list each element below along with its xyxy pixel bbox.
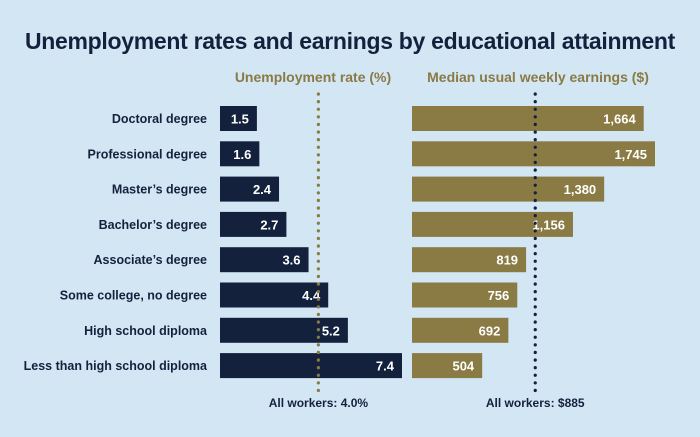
unemployment-bar xyxy=(220,141,260,167)
earnings-reference-label: All workers: $885 xyxy=(486,396,585,410)
earnings-bar xyxy=(412,176,605,202)
unemployment-reference-label: All workers: 4.0% xyxy=(269,396,369,410)
earnings-bar xyxy=(412,247,527,273)
earnings-value-label: 1,745 xyxy=(614,147,647,162)
unemployment-value-label: 3.6 xyxy=(282,253,300,268)
category-label: Some college, no degree xyxy=(60,289,207,303)
unemployment-bar xyxy=(220,211,287,237)
unemployment-value-label: 7.4 xyxy=(376,359,395,374)
unemployment-value-label: 1.6 xyxy=(233,147,251,162)
unemployment-value-label: 2.4 xyxy=(253,182,272,197)
category-label: High school diploma xyxy=(84,324,208,338)
earnings-bar xyxy=(412,353,483,379)
unemployment-bar xyxy=(220,106,257,131)
unemployment-bar xyxy=(220,353,402,379)
chart-title: Unemployment rates and earnings by educa… xyxy=(24,28,676,54)
earnings-bar xyxy=(412,317,509,343)
earnings-bar xyxy=(412,106,644,131)
category-label: Professional degree xyxy=(88,147,208,161)
earnings-bar xyxy=(412,211,573,237)
unemployment-header: Unemployment rate (%) xyxy=(235,69,391,85)
category-label: Associate’s degree xyxy=(94,253,208,267)
unemployment-bar xyxy=(220,176,280,202)
category-label: Less than high school diploma xyxy=(24,359,208,373)
earnings-header: Median usual weekly earnings ($) xyxy=(427,69,649,85)
earnings-bar xyxy=(412,141,655,167)
category-label: Bachelor’s degree xyxy=(99,218,207,232)
category-label: Doctoral degree xyxy=(112,112,207,126)
earnings-value-label: 1,664 xyxy=(603,112,636,127)
category-label: Master’s degree xyxy=(112,183,207,197)
unemployment-value-label: 5.2 xyxy=(322,323,340,338)
earnings-value-label: 504 xyxy=(452,359,474,374)
unemployment-bar xyxy=(220,317,348,343)
unemployment-value-label: 4.4 xyxy=(302,288,321,303)
unemployment-value-label: 2.7 xyxy=(260,217,278,232)
earnings-value-label: 756 xyxy=(488,288,510,303)
earnings-bar xyxy=(412,282,518,308)
earnings-value-label: 1,380 xyxy=(564,182,597,197)
earnings-value-label: 692 xyxy=(479,323,501,338)
unemployment-value-label: 1.5 xyxy=(231,112,249,127)
earnings-value-label: 819 xyxy=(496,253,518,268)
unemployment-bar xyxy=(220,282,329,308)
unemployment-bar xyxy=(220,247,309,273)
earnings-value-label: 1,156 xyxy=(532,217,565,232)
